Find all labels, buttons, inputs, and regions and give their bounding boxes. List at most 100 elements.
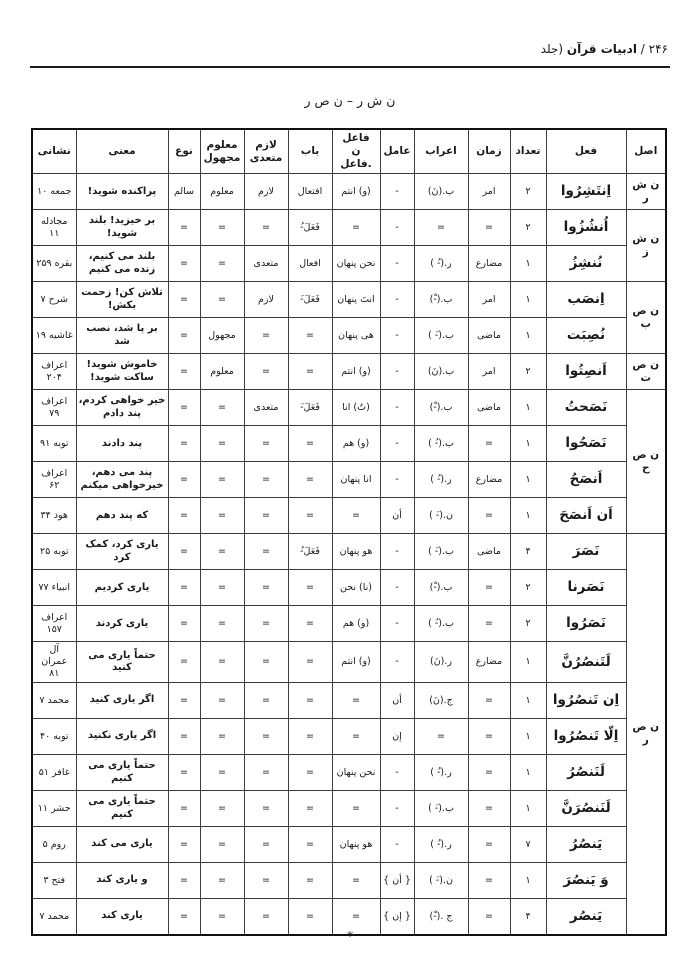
table-row: نَصَحُوا ۱ = ب.(-ُ ) - (و) هم = = = = پند دادند توب… <box>31 425 666 463</box>
cell-no: = <box>167 682 201 719</box>
cell-fel: لَنَنصُرَنَّ <box>545 790 627 827</box>
cell-maloom: معلوم <box>199 353 245 391</box>
cell-lazem: = <box>243 790 289 827</box>
cell-amel: - <box>379 790 415 827</box>
cell-fael: (و) انتم <box>331 173 381 211</box>
cell-mani: حتماً یاری می کنید <box>75 641 169 683</box>
table-row: اَنصَحُ ۱ مضارع ر.(-ُ ) - انا پنهان = = = = پند می… <box>31 461 666 499</box>
cell-no: = <box>167 569 201 607</box>
cell-lazem: = <box>243 641 289 683</box>
cell-lazem: = <box>243 862 289 899</box>
cell-fael: هو پنهان <box>331 826 381 863</box>
cell-neshani: محمد ۷ <box>31 682 77 719</box>
cell-fael: انا پنهان <box>331 461 381 499</box>
cell-fel: نَصَرَ <box>545 533 627 571</box>
cell-erab: ر.(-ُ ) <box>413 754 469 791</box>
cell-bab: فَعَلَ-َ <box>287 389 333 427</box>
cell-lazem: = <box>243 533 289 571</box>
cell-maloom: = <box>199 682 245 719</box>
cell-amel: - <box>379 425 415 463</box>
cell-bab: = <box>287 862 333 899</box>
cell-erab: ج.(نَ) <box>413 682 469 719</box>
cell-mani: پند می دهم، خیرخواهی میکنم <box>75 461 169 499</box>
cell-zaman: = <box>467 790 511 827</box>
cell-lazem: = <box>243 461 289 499</box>
cell-tedad: ۴ <box>509 533 547 571</box>
cell-erab: ب.(-َ ) <box>413 533 469 571</box>
cell-tedad: ۱ <box>509 862 547 899</box>
cell-no: = <box>167 898 201 936</box>
cell-amel: - <box>379 461 415 499</box>
cell-zaman: = <box>467 862 511 899</box>
cell-maloom: = <box>199 497 245 535</box>
table-row: نَصَرنا ۲ = ب.(-ْ) - (نا) نحن = = = = یاری کردیم ان… <box>31 569 666 607</box>
cell-neshani: فتح ۳ <box>31 862 77 899</box>
cell-no: = <box>167 718 201 755</box>
cell-lazem: = <box>243 317 289 355</box>
cell-lazem: لازم <box>243 281 289 319</box>
cell-maloom: = <box>199 826 245 863</box>
table-row: نُنشِزُ ۱ مضارع ر.(-ُ ) - نحن پنهان افعال متعدی… <box>31 245 666 283</box>
cell-bab: افتعال <box>287 173 333 211</box>
cell-lazem: = <box>243 898 289 936</box>
cell-erab: ب.(-َ ) <box>413 790 469 827</box>
cell-lazem: = <box>243 826 289 863</box>
table-row: لَتَنصُرُنَّ ۱ مضارع ر.(نَ) - (و) انتم = = = = حتم… <box>31 641 666 683</box>
cell-erab: ن.(-َ ) <box>413 862 469 899</box>
cell-amel: - <box>379 641 415 683</box>
cell-neshani: اعراف ۷۹ <box>31 389 77 427</box>
col-header-fael: فاعل ن .فاعل <box>331 128 381 175</box>
cell-amel: أن <box>379 682 415 719</box>
cell-lazem: = <box>243 353 289 391</box>
cell-maloom: = <box>199 425 245 463</box>
cell-no: = <box>167 790 201 827</box>
col-header-amel: عامل <box>379 128 415 175</box>
cell-mani: اگر یاری کنید <box>75 682 169 719</box>
header-row: اصل فعل تعداد زمان اعراب عامل فاعل ن .فا… <box>31 128 667 175</box>
cell-tedad: ۷ <box>509 826 547 863</box>
cell-bab: = <box>287 826 333 863</box>
cell-fel: نَصَحتُ <box>545 389 627 427</box>
cell-fel: نَصَرنا <box>545 569 627 607</box>
cell-fel: اِن تَنصُرُوا <box>545 682 627 719</box>
cell-amel: - <box>379 209 415 247</box>
cell-no: = <box>167 353 201 391</box>
cell-fel: اِنتَشِرُوا <box>545 173 627 211</box>
cell-neshani: مجادله ۱۱ <box>31 209 77 247</box>
cell-neshani: انبیاء ۷۷ <box>31 569 77 607</box>
cell-erab: ب.(نَ) <box>413 173 469 211</box>
cell-fael: = <box>331 682 381 719</box>
cell-fel: لَنَنصُرُ <box>545 754 627 791</box>
cell-zaman: = <box>467 682 511 719</box>
cell-erab: = <box>413 718 469 755</box>
cell-amel: - <box>379 245 415 283</box>
cell-erab: ر.(نَ) <box>413 641 469 683</box>
cell-bab: = <box>287 461 333 499</box>
col-header-asl: اصل <box>625 128 667 175</box>
cell-bab: افعال <box>287 245 333 283</box>
cell-fel: اَنصَحُ <box>545 461 627 499</box>
table-row: یَنصُرُ ۷ = ر.(-ُ ) - هو پنهان = = = = یاری می کند… <box>31 826 666 863</box>
cell-lazem: = <box>243 425 289 463</box>
cell-neshani: اعراف ۱۵۷ <box>31 605 77 643</box>
cell-amel: أن <box>379 497 415 535</box>
cell-fael: = <box>331 718 381 755</box>
table-wrapper: اصل فعل تعداد زمان اعراب عامل فاعل ن .فا… <box>31 128 667 936</box>
cell-erab: ر.(-ُ ) <box>413 461 469 499</box>
cell-fel: اُنشُزُوا <box>545 209 627 247</box>
cell-maloom: = <box>199 641 245 683</box>
cell-no: = <box>167 281 201 319</box>
cell-mani: خاموش شوید! ساکت شوید! <box>75 353 169 391</box>
cell-no: = <box>167 862 201 899</box>
cell-bab: = <box>287 353 333 391</box>
cell-fael: هو پنهان <box>331 533 381 571</box>
cell-maloom: = <box>199 790 245 827</box>
cell-amel: - <box>379 173 415 211</box>
cell-tedad: ۱ <box>509 281 547 319</box>
cell-maloom: = <box>199 718 245 755</box>
cell-mani: یاری می کند <box>75 826 169 863</box>
col-header-maloom: معلوم مجهول <box>199 128 245 175</box>
cell-maloom: = <box>199 605 245 643</box>
cell-no: = <box>167 497 201 535</box>
cell-mani: که پند دهم <box>75 497 169 535</box>
